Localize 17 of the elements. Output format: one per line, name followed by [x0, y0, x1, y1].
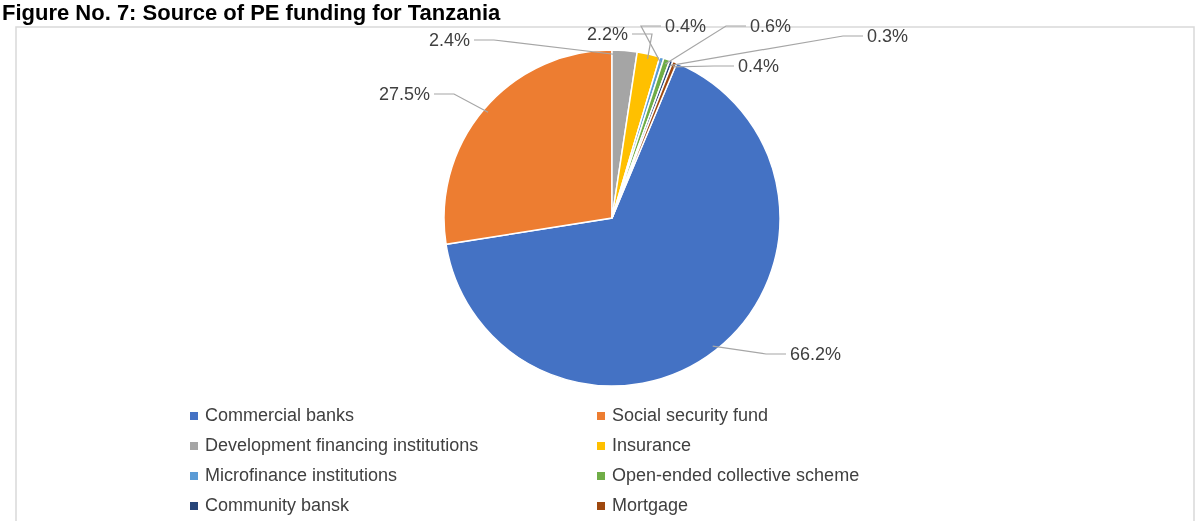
- data-label: 0.4%: [665, 16, 707, 36]
- chart-title: Figure No. 7: Source of PE funding for Tanzania: [2, 0, 502, 25]
- legend-label: Social security fund: [612, 405, 769, 425]
- legend-label: Insurance: [612, 435, 692, 455]
- legend-label: Community bansk: [205, 495, 351, 515]
- data-label: 66.2%: [790, 344, 842, 364]
- legend-label: Mortgage: [612, 495, 689, 515]
- legend-label: Commercial banks: [205, 405, 355, 425]
- legend-label: Open-ended collective scheme: [612, 465, 860, 485]
- legend-label: Development financing institutions: [205, 435, 479, 455]
- data-label: 2.4%: [428, 30, 470, 50]
- data-label: 0.3%: [867, 26, 909, 46]
- data-label: 2.2%: [586, 24, 628, 44]
- data-label: 27.5%: [378, 84, 430, 104]
- legend-label: Microfinance institutions: [205, 465, 398, 485]
- data-label: 0.4%: [738, 56, 780, 76]
- data-label: 0.6%: [750, 16, 792, 36]
